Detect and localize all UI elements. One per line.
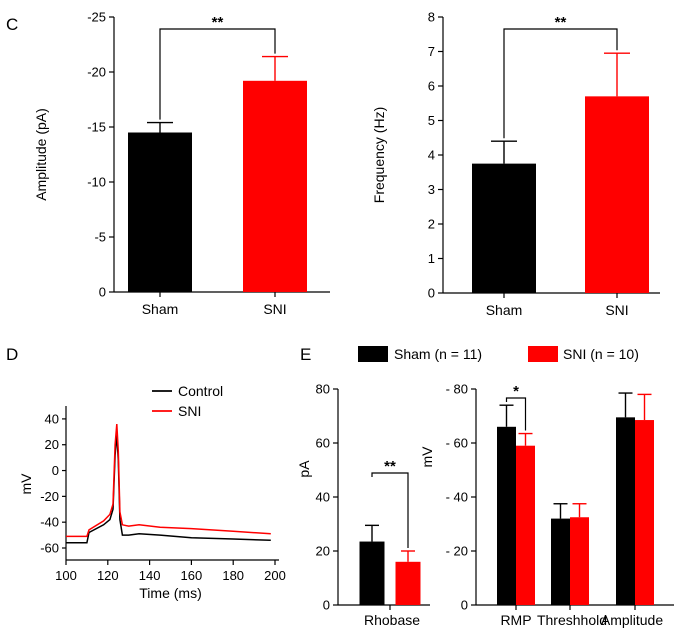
mv-y-axis-label: mV [419,446,435,468]
rhobase-y-tick-label: 80 [316,382,330,397]
chart-mv: 0 - 20 - 40 - 60 - 80 mV RMP ThreshholdAmplitud… [419,382,674,628]
rhobase-bar-rhobase-sni [395,561,421,605]
rhobase-significance-bracket [371,472,409,548]
mv-bar-rmp-sni [516,445,535,605]
frequency-y-tick-label: 3 [428,182,435,197]
panel-label-c: C [6,15,18,34]
mv-bar-amplitude-sham [616,417,635,605]
mv-x-tick-label: RMP [500,612,531,628]
amplitude-y-tick-label: -5 [94,230,106,245]
amplitude-x-tick-label: Sham [142,301,179,317]
legend-swatch-sham [358,346,388,362]
mv-x-tick-label: Amplitude [601,612,663,628]
rhobase-y-tick-label: 60 [316,436,330,451]
trace-x-tick-label: 180 [222,568,244,583]
frequency-y-tick-label: 7 [428,44,435,59]
chart-rhobase: 0 20 40 60 80 pA Rhobase ** [296,382,430,628]
trace-x-tick-label: 160 [181,568,203,583]
trace-y-tick-label: 0 [52,463,59,478]
mv-significance-bracket [505,397,527,431]
amplitude-y-tick-label: -15 [87,120,106,135]
legend-label-sham: Sham (n = 11) [394,346,482,362]
rhobase-y-tick-label: 40 [316,490,330,505]
trace-y-axis-label: mV [18,473,34,495]
mv-y-tick-label: - 40 [446,490,468,505]
frequency-y-tick-label: 6 [428,79,435,94]
trace-line-control [66,434,271,544]
chart-frequency: 0 1 2 3 4 5 6 7 8 Frequency (Hz) Sham SNI ** [371,10,660,318]
chart-trace: -60 -40 -20 0 20 40 100 120 140 160 180 200 Time (ms… [18,383,286,601]
trace-legend-label-control: Control [178,383,223,399]
mv-y-tick-label: 0 [461,598,468,613]
mv-bar-threshhold-sham [551,518,570,605]
mv-x-tick-label: Threshhold [537,612,607,628]
panel-label-e: E [300,345,311,364]
rhobase-x-tick-label: Rhobase [364,612,420,628]
mv-bar-amplitude-sni [635,420,654,605]
trace-x-axis-label: Time (ms) [139,585,201,601]
frequency-x-tick-label: Sham [486,302,523,318]
amplitude-bar-sham [128,132,192,292]
rhobase-y-tick-label: 20 [316,544,330,559]
mv-y-tick-label: - 20 [446,544,468,559]
amplitude-bar-sni [243,80,307,292]
frequency-significance-label: ** [555,14,567,31]
frequency-y-tick-label: 0 [428,286,435,301]
chart-amplitude: 0 -5 -10 -15 -20 -25 Amplitude (pA) Sham SNI ** [33,10,330,317]
trace-x-tick-label: 200 [264,568,286,583]
frequency-y-tick-label: 1 [428,251,435,266]
amplitude-y-tick-label: 0 [99,285,106,300]
trace-x-tick-label: 100 [55,568,77,583]
legend-label-sni: SNI (n = 10) [563,346,639,362]
frequency-bar-sni [585,96,649,293]
trace-y-tick-label: -40 [40,515,59,530]
trace-line-sni [66,424,271,538]
amplitude-y-tick-label: -25 [87,10,106,25]
frequency-x-tick-label: SNI [605,302,628,318]
mv-y-tick-label: - 80 [446,382,468,397]
rhobase-significance-label: ** [384,458,396,475]
frequency-y-tick-label: 8 [428,10,435,25]
trace-y-tick-label: 20 [45,437,59,452]
frequency-significance-bracket [503,28,618,139]
frequency-y-axis-label: Frequency (Hz) [371,107,387,203]
trace-x-tick-label: 120 [97,568,119,583]
rhobase-y-axis-label: pA [296,460,312,478]
panel-label-d: D [6,345,18,364]
trace-x-tick-label: 140 [139,568,161,583]
mv-bar-threshhold-sni [570,517,589,605]
trace-legend-label-sni: SNI [178,403,201,419]
mv-significance-label: * [513,383,519,400]
amplitude-y-tick-label: -10 [87,175,106,190]
frequency-y-tick-label: 2 [428,217,435,232]
amplitude-significance-label: ** [212,14,224,31]
frequency-y-tick-label: 5 [428,113,435,128]
rhobase-bar-rhobase-sham [359,541,385,605]
mv-y-tick-label: - 60 [446,436,468,451]
legend-swatch-sni [528,346,558,362]
frequency-bar-sham [472,163,536,293]
trace-y-tick-label: -60 [40,541,59,556]
amplitude-y-tick-label: -20 [87,65,106,80]
legend-e: Sham (n = 11) SNI (n = 10) [358,346,639,362]
trace-y-tick-label: 40 [45,411,59,426]
amplitude-x-tick-label: SNI [263,301,286,317]
amplitude-y-axis-label: Amplitude (pA) [33,108,49,201]
rhobase-y-tick-label: 0 [323,598,330,613]
amplitude-significance-bracket [159,28,276,120]
frequency-y-tick-label: 4 [428,148,435,163]
trace-y-tick-label: -20 [40,489,59,504]
mv-bar-rmp-sham [497,426,516,605]
